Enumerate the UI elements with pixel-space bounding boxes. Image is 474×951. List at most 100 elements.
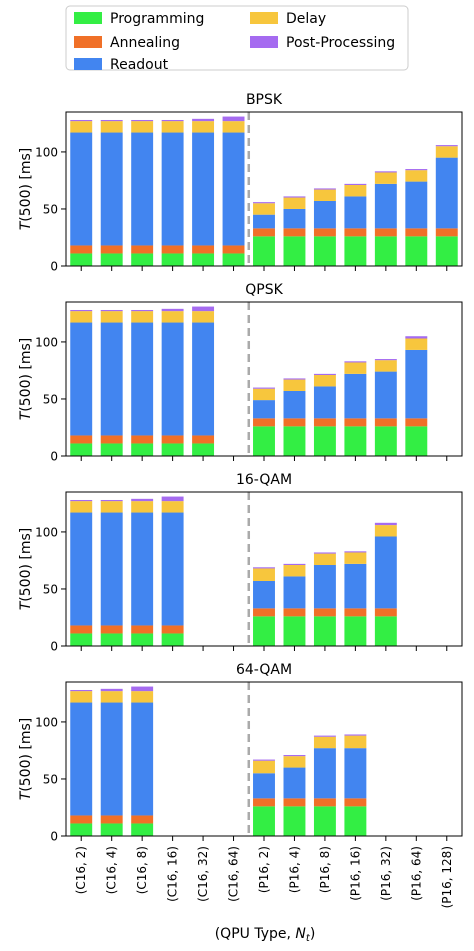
bar-segment-delay bbox=[344, 735, 367, 749]
bar-segment-annealing bbox=[131, 435, 154, 444]
bar-segment-readout bbox=[283, 208, 306, 229]
bar-segment-delay bbox=[192, 121, 215, 133]
y-tick-label: 100 bbox=[35, 715, 58, 729]
panel-title: 64-QAM bbox=[236, 662, 292, 678]
bar-segment-annealing bbox=[70, 245, 93, 254]
bar-segment-programming bbox=[283, 236, 306, 266]
bar-segment-programming bbox=[161, 633, 184, 646]
bar-segment-programming bbox=[374, 236, 397, 266]
x-tick-label: (C16, 16) bbox=[166, 846, 180, 902]
x-tick-label: (P16, 16) bbox=[348, 846, 362, 901]
x-tick-label: (C16, 2) bbox=[74, 846, 88, 894]
y-axis-label-var: T bbox=[18, 410, 34, 420]
y-axis-label: T(500) [ms] bbox=[18, 528, 34, 611]
bar-segment-annealing bbox=[435, 228, 458, 237]
bar-segment-post-processing bbox=[222, 116, 245, 122]
bar-segment-post-processing bbox=[313, 552, 336, 554]
bar-segment-readout bbox=[374, 183, 397, 229]
bar-segment-programming bbox=[70, 443, 93, 456]
bar-segment-delay bbox=[253, 760, 275, 774]
x-axis-label-main: (QPU Type, bbox=[215, 926, 296, 942]
bar-segment-programming bbox=[161, 443, 184, 456]
x-axis-label-sub: t bbox=[306, 933, 311, 944]
y-tick-label: 50 bbox=[43, 582, 58, 596]
x-tick-label: (C16, 64) bbox=[227, 846, 241, 902]
bar-segment-post-processing bbox=[283, 563, 306, 566]
bar-segment-programming bbox=[100, 253, 123, 266]
bar-segment-programming bbox=[222, 253, 245, 266]
x-tick-label: (C16, 32) bbox=[196, 846, 210, 902]
bar-segment-annealing bbox=[131, 815, 154, 824]
bar-segment-programming bbox=[131, 443, 154, 456]
bar-segment-annealing bbox=[374, 608, 397, 617]
bar-segment-delay bbox=[344, 185, 367, 197]
bar-segment-readout bbox=[192, 132, 215, 246]
bar-segment-readout bbox=[405, 349, 428, 419]
bar-segment-delay bbox=[222, 121, 245, 133]
bar-segment-programming bbox=[405, 426, 428, 456]
bar-segment-readout bbox=[374, 536, 397, 609]
bar-segment-post-processing bbox=[313, 188, 336, 190]
bar-segment-post-processing bbox=[253, 202, 275, 204]
bar-segment-delay bbox=[161, 311, 184, 323]
y-axis-label-var: T bbox=[18, 790, 34, 800]
bar-segment-programming bbox=[131, 823, 154, 836]
bar-segment-annealing bbox=[100, 245, 123, 254]
bar-segment-readout bbox=[253, 773, 275, 799]
bar-segment-readout bbox=[70, 132, 93, 246]
bar-segment-post-processing bbox=[313, 373, 336, 376]
bar-segment-programming bbox=[344, 426, 367, 456]
legend-label-post-processing: Post-Processing bbox=[286, 35, 395, 51]
bar-segment-programming bbox=[253, 806, 275, 836]
bar-segment-delay bbox=[100, 121, 123, 133]
bar-segment-readout bbox=[131, 322, 154, 436]
x-tick-label: (P16, 128) bbox=[440, 846, 454, 908]
bar-segment-annealing bbox=[283, 798, 306, 807]
y-tick-label: 100 bbox=[35, 525, 58, 539]
bar-segment-readout bbox=[222, 132, 245, 246]
bar-segment-readout bbox=[344, 373, 367, 419]
bar-segment-programming bbox=[70, 633, 93, 646]
y-tick-label: 50 bbox=[43, 392, 58, 406]
bar-segment-annealing bbox=[70, 435, 93, 444]
bar-segment-post-processing bbox=[161, 119, 184, 122]
bar-segment-programming bbox=[253, 616, 275, 646]
bar-segment-delay bbox=[100, 501, 123, 513]
bar-segment-post-processing bbox=[253, 567, 275, 569]
bar-segment-readout bbox=[313, 386, 336, 419]
bar-segment-post-processing bbox=[161, 496, 184, 502]
bar-segment-annealing bbox=[313, 608, 336, 617]
bar-segment-annealing bbox=[161, 245, 184, 254]
bar-segment-readout bbox=[313, 200, 336, 229]
bar-segment-programming bbox=[344, 236, 367, 266]
bar-segment-post-processing bbox=[374, 522, 397, 526]
bar-segment-delay bbox=[374, 172, 397, 184]
bar-segment-delay bbox=[131, 311, 154, 323]
bar-segment-delay bbox=[374, 360, 397, 372]
panel-title: 16-QAM bbox=[236, 472, 292, 488]
bar-segment-annealing bbox=[192, 245, 215, 254]
bar-segment-annealing bbox=[131, 245, 154, 254]
bar-segment-delay bbox=[374, 525, 397, 537]
bar-segment-delay bbox=[70, 311, 93, 323]
bar-segment-post-processing bbox=[100, 499, 123, 502]
x-tick-label: (C16, 4) bbox=[105, 846, 119, 894]
x-tick-label: (P16, 32) bbox=[379, 846, 393, 901]
y-axis-label-rest: (500) [ms] bbox=[18, 718, 34, 792]
bar-segment-delay bbox=[283, 197, 306, 209]
bar-segment-post-processing bbox=[374, 171, 397, 173]
bar-segment-post-processing bbox=[283, 755, 306, 757]
y-axis-label: T(500) [ms] bbox=[18, 338, 34, 421]
y-tick-label: 0 bbox=[50, 450, 58, 464]
legend-frame bbox=[65, 5, 409, 71]
bar-segment-readout bbox=[344, 563, 367, 609]
bar-segment-post-processing bbox=[100, 119, 123, 122]
bar-segment-annealing bbox=[313, 228, 336, 237]
bar-segment-annealing bbox=[253, 418, 275, 427]
bar-segment-delay bbox=[253, 568, 275, 581]
bar-segment-post-processing bbox=[253, 387, 275, 389]
